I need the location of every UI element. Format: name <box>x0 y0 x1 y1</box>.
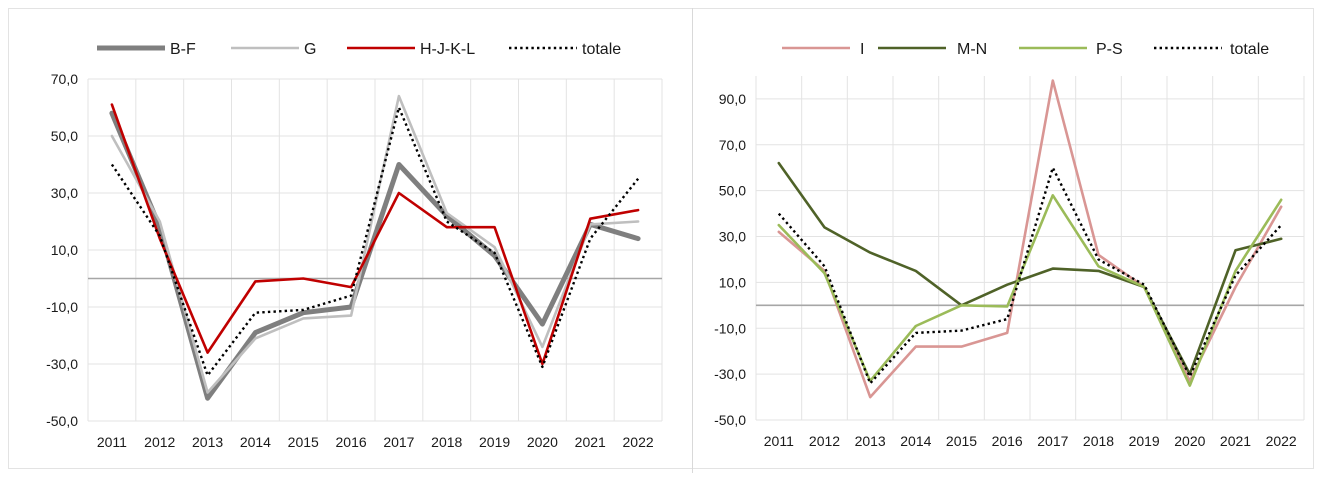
panel-divider <box>692 8 693 473</box>
y-tick-label: 50,0 <box>51 128 78 144</box>
y-tick-label: 70,0 <box>51 71 78 87</box>
x-tick-label: 2016 <box>336 434 367 450</box>
y-tick-label: -10,0 <box>714 320 746 336</box>
x-tick-label: 2020 <box>1174 433 1205 449</box>
chart-legend: B-F G H-J-K-L totale <box>97 41 621 58</box>
y-tick-label: -10,0 <box>46 299 78 315</box>
legend-label: B-F <box>170 41 196 58</box>
x-tick-label: 2013 <box>192 434 223 450</box>
y-tick-label: 30,0 <box>51 185 78 201</box>
y-tick-label: 70,0 <box>719 137 746 153</box>
series-line-totale <box>777 166 1283 385</box>
y-tick-label: 30,0 <box>719 229 746 245</box>
x-tick-label: 2019 <box>479 434 510 450</box>
series-line-m-n <box>777 161 1283 376</box>
y-tick-label: -50,0 <box>46 413 78 429</box>
legend-label: M-N <box>957 41 987 58</box>
x-tick-label: 2011 <box>764 433 794 449</box>
y-axis-tick-labels: -50,0 -30,0 -10,0 10,0 30,0 50,0 70,0 <box>46 71 78 429</box>
series-line-b-f <box>109 110 641 401</box>
series-line-totale <box>110 106 640 377</box>
x-tick-label: 2019 <box>1129 433 1160 449</box>
x-tick-label: 2022 <box>1266 433 1297 449</box>
x-tick-label: 2014 <box>240 434 271 450</box>
x-tick-label: 2012 <box>144 434 175 450</box>
x-tick-label: 2017 <box>1037 433 1068 449</box>
x-tick-label: 2014 <box>900 433 931 449</box>
x-tick-label: 2015 <box>288 434 319 450</box>
figure-frame <box>8 8 1314 469</box>
y-tick-label: -30,0 <box>714 366 746 382</box>
y-tick-label: 90,0 <box>719 91 746 107</box>
right-chart-panel: -50,0 -30,0 -10,0 10,0 30,0 50,0 70,0 90,0 2011 2… <box>694 0 1314 477</box>
x-tick-label: 2021 <box>1220 433 1251 449</box>
x-tick-label: 2021 <box>575 434 606 450</box>
series-line-h-j-k-l <box>110 103 640 366</box>
x-tick-label: 2022 <box>623 434 654 450</box>
y-tick-label: 10,0 <box>51 242 78 258</box>
x-tick-label: 2018 <box>1083 433 1114 449</box>
left-chart-panel: -50,0 -30,0 -10,0 10,0 30,0 50,0 70,0 2011 2012 2… <box>46 41 663 450</box>
x-tick-label: 2016 <box>992 433 1023 449</box>
legend-label: H-J-K-L <box>420 41 475 58</box>
legend-label: totale <box>582 41 621 58</box>
y-axis-tick-labels: -50,0 -30,0 -10,0 10,0 30,0 50,0 70,0 90,0 <box>714 91 746 428</box>
x-axis-tick-labels: 2011 2012 2013 2014 2015 2016 2017 2018 2019 2020… <box>764 433 1297 449</box>
legend-label: P-S <box>1096 41 1123 58</box>
legend-label: totale <box>1230 41 1269 58</box>
legend-label: G <box>304 41 316 58</box>
x-tick-label: 2013 <box>855 433 886 449</box>
x-tick-label: 2017 <box>383 434 414 450</box>
y-tick-label: 10,0 <box>719 274 746 290</box>
x-tick-label: 2012 <box>809 433 840 449</box>
x-axis-tick-labels: 2011 2012 2013 2014 2015 2016 2017 2018 2019 2020… <box>97 434 654 450</box>
x-tick-label: 2015 <box>946 433 977 449</box>
y-tick-label: -50,0 <box>714 412 746 428</box>
series-line-g <box>110 94 640 394</box>
chart-legend: I M-N P-S totale <box>782 41 1269 58</box>
y-tick-label: 50,0 <box>719 183 746 199</box>
x-tick-label: 2020 <box>527 434 558 450</box>
y-tick-label: -30,0 <box>46 356 78 372</box>
x-tick-label: 2011 <box>97 434 127 450</box>
legend-label: I <box>860 41 864 58</box>
x-tick-label: 2018 <box>431 434 462 450</box>
